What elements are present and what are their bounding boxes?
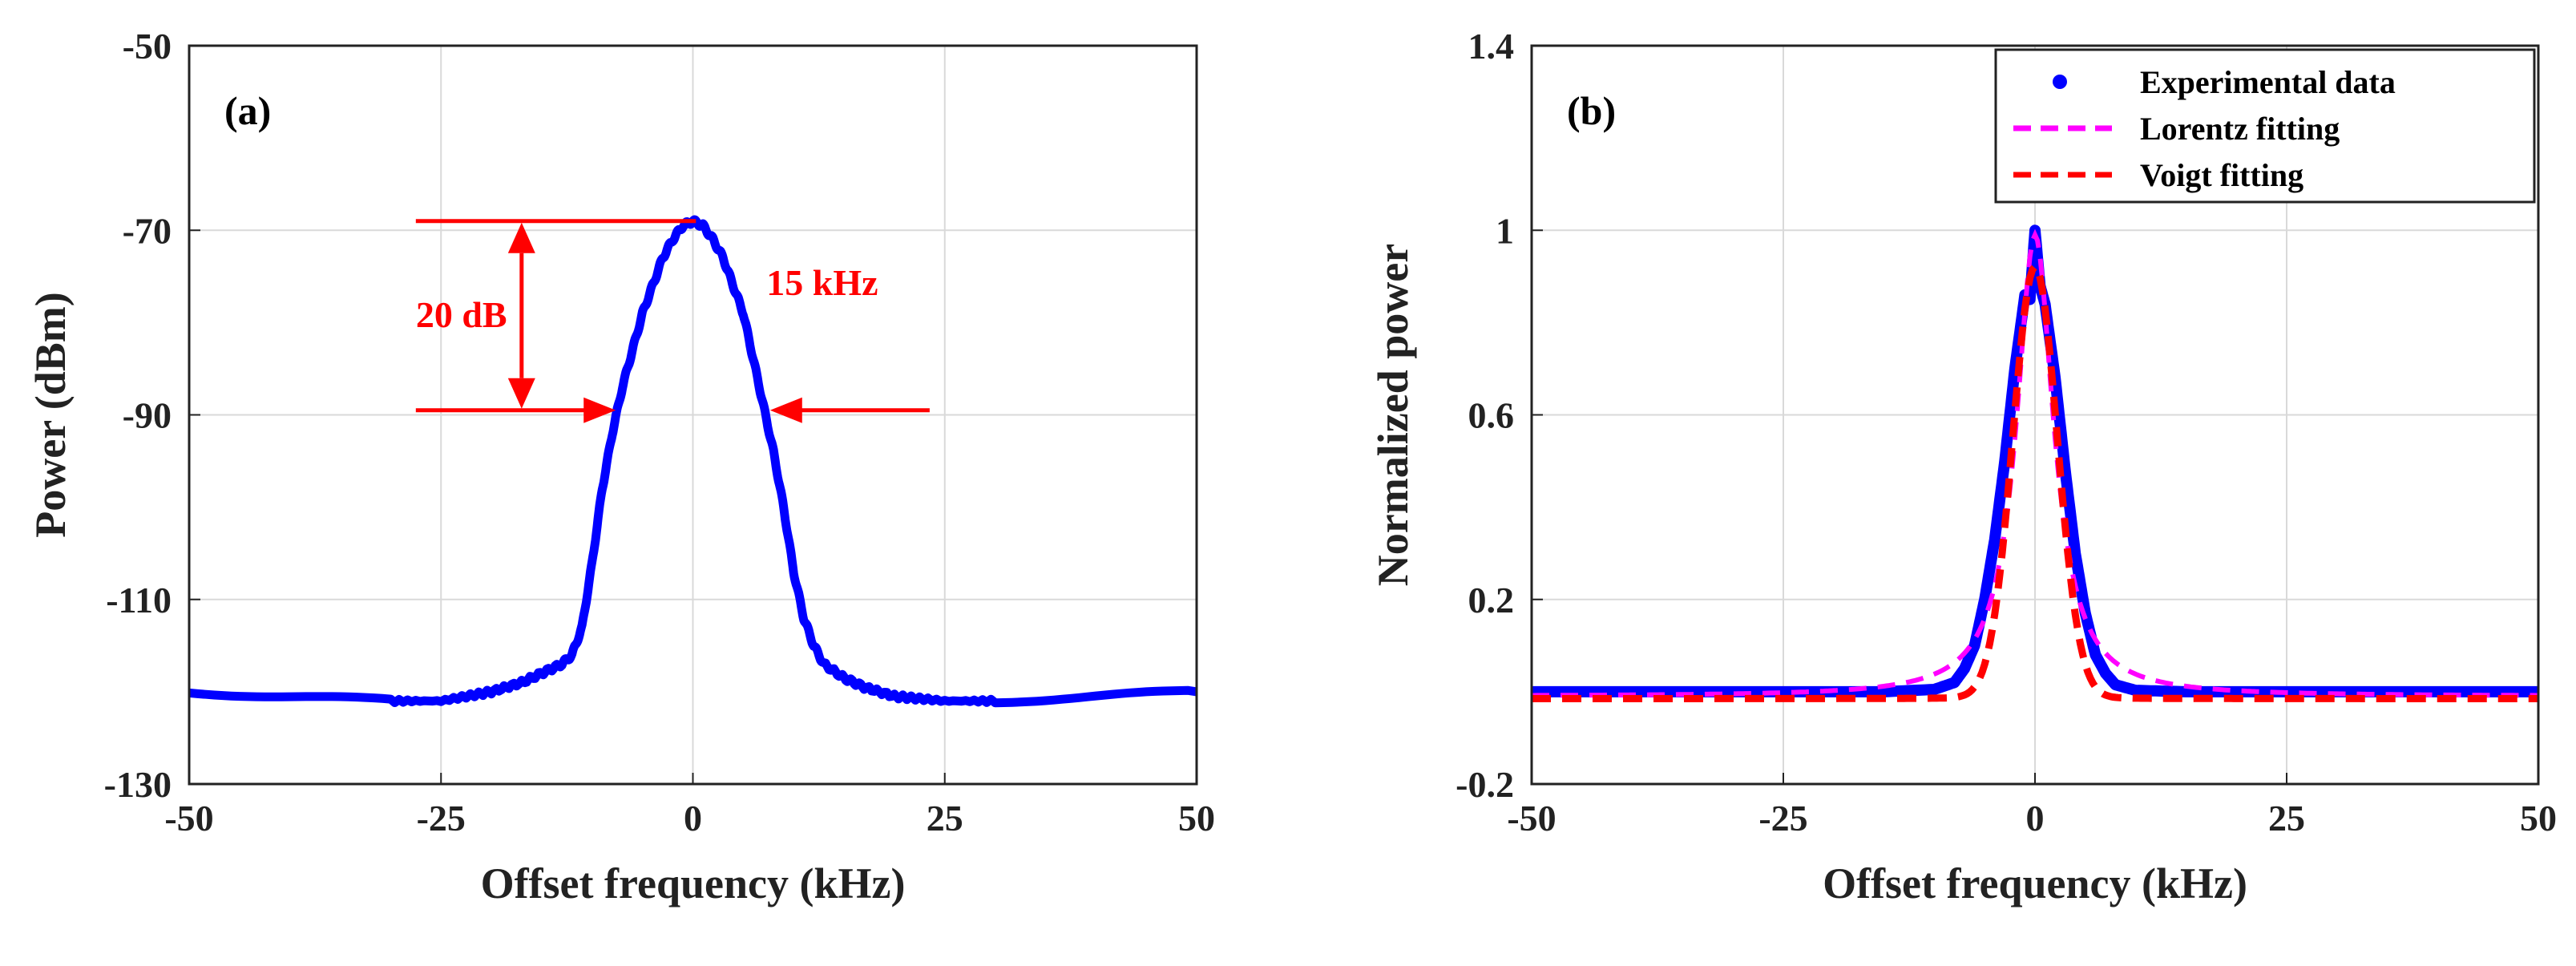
legend-label: Voigt fitting <box>2140 157 2303 193</box>
y-tick-label: 0.6 <box>1468 395 1515 436</box>
x-tick-label: 25 <box>2268 798 2305 839</box>
y-axis-label-b: Normalized power <box>1369 244 1417 586</box>
series-b <box>1532 224 2538 702</box>
x-tick-label: -25 <box>417 798 466 839</box>
panel-label-b: (b) <box>1567 88 1616 133</box>
lorentz-fit-line <box>1532 228 2538 698</box>
y-tick-label: -90 <box>123 395 172 436</box>
y-tick-label: -70 <box>123 210 172 251</box>
x-tick-label: -50 <box>1507 798 1556 839</box>
y-tick-label: -50 <box>123 26 172 67</box>
x-tick-label: -25 <box>1758 798 1807 839</box>
left-arrow-head <box>583 397 616 423</box>
y-tick-label: 1.4 <box>1468 26 1515 67</box>
x-tick-label: 25 <box>927 798 963 839</box>
tick-labels-b: -50 -25 0 25 50 -0.2 0.2 0.6 1 1.4 <box>1456 26 2557 839</box>
legend-marker-experimental <box>2053 75 2067 89</box>
x-tick-label: 0 <box>684 798 702 839</box>
y-tick-label: -130 <box>104 764 172 805</box>
x-tick-label: 0 <box>2026 798 2045 839</box>
y-tick-label: -110 <box>106 580 172 620</box>
legend-b: Experimental data Lorentz fitting Voigt fi… <box>1994 48 2536 204</box>
tick-labels-a: -50 -25 0 25 50 -130 -110 -90 -70 -50 <box>104 26 1215 839</box>
legend-label: Lorentz fitting <box>2140 111 2340 147</box>
x-tick-label: -50 <box>164 798 213 839</box>
chart-a: -50 -25 0 25 50 -130 -110 -90 -70 -50 20 dB 15 kHz… <box>26 26 1215 907</box>
annotations-a: 20 dB 15 kHz <box>415 219 930 423</box>
grid-a <box>188 45 1197 785</box>
y-tick-label: 0.2 <box>1468 580 1515 620</box>
arrow-head-up <box>507 222 535 253</box>
voigt-fit-line <box>1532 261 2538 702</box>
legend-label: Experimental data <box>2140 64 2396 100</box>
x-axis-label-b: Offset frequency (kHz) <box>1823 859 2247 907</box>
x-tick-label: 50 <box>1178 798 1215 839</box>
x-tick-label: 50 <box>2520 798 2557 839</box>
x-axis-label-a: Offset frequency (kHz) <box>481 859 906 907</box>
panel-label-a: (a) <box>224 88 271 133</box>
right-arrow-head <box>769 397 802 423</box>
y-tick-label: -0.2 <box>1456 764 1514 805</box>
annotation-20db: 20 dB <box>416 294 507 335</box>
arrow-head-down <box>507 378 535 409</box>
chart-b: -50 -25 0 25 50 -0.2 0.2 0.6 1 1.4 Experimental d… <box>1369 26 2557 907</box>
y-axis-label-a: Power (dBm) <box>26 292 75 537</box>
annotation-15khz: 15 kHz <box>766 262 878 303</box>
y-tick-label: 1 <box>1496 210 1514 251</box>
